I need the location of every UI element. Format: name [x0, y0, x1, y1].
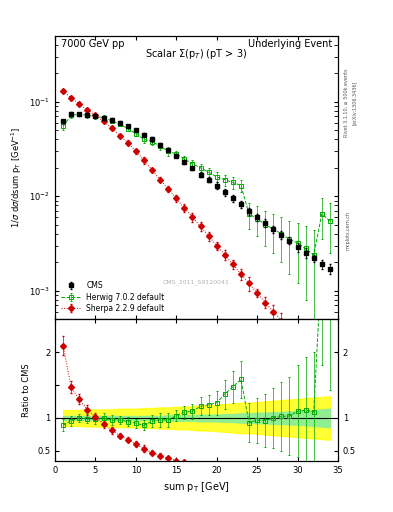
Y-axis label: Ratio to CMS: Ratio to CMS: [22, 363, 31, 417]
Text: 7000 GeV pp: 7000 GeV pp: [61, 39, 124, 49]
X-axis label: sum p$_{\rm T}$ [GeV]: sum p$_{\rm T}$ [GeV]: [163, 480, 230, 494]
Text: [arXiv:1306.3436]: [arXiv:1306.3436]: [352, 80, 357, 124]
Y-axis label: 1/$\sigma$ d$\sigma$/dsum p$_{\rm T}$ [GeV$^{-1}$]: 1/$\sigma$ d$\sigma$/dsum p$_{\rm T}$ [G…: [9, 127, 24, 228]
Text: Underlying Event: Underlying Event: [248, 39, 332, 49]
Text: Rivet 3.1.10, ≥ 500k events: Rivet 3.1.10, ≥ 500k events: [344, 68, 349, 137]
Legend: CMS, Herwig 7.0.2 default, Sherpa 2.2.9 default: CMS, Herwig 7.0.2 default, Sherpa 2.2.9 …: [59, 279, 167, 315]
Text: Scalar $\Sigma$(p$_T$) (pT > 3): Scalar $\Sigma$(p$_T$) (pT > 3): [145, 47, 248, 61]
Text: CMS_2011_S9120041: CMS_2011_S9120041: [163, 280, 230, 285]
Text: mcplots.cern.ch: mcplots.cern.ch: [346, 211, 351, 250]
